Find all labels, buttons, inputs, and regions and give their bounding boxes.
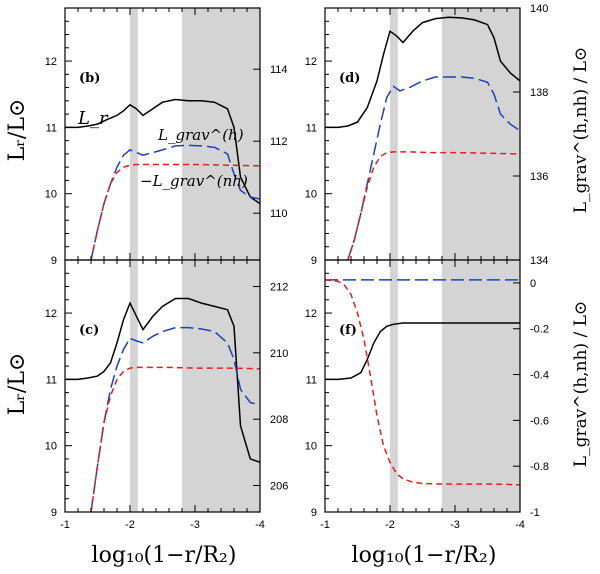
- right-y-tick-label: 136: [530, 171, 548, 183]
- y-axis-title-right-bottom: L_grav^(h,nh) / L⊙: [571, 301, 591, 467]
- annotation-hgrav: L_grav^(h): [157, 126, 244, 144]
- right-y-tick-label: 138: [530, 87, 548, 99]
- right-y-tick-label: 112: [270, 136, 288, 148]
- right-y-tick-label: -0.6: [530, 415, 549, 427]
- y-axis-title-left-bottom: Lᵣ/L⊙: [5, 353, 30, 416]
- shaded-band: [130, 8, 138, 260]
- y-tick-label: 9: [311, 507, 317, 519]
- panels-group: 9101112110112114(b)9101112134136138140(d…: [45, 3, 549, 531]
- series-line: [90, 326, 260, 512]
- x-tick-label: -2: [385, 519, 395, 531]
- x-tick-label: -2: [125, 519, 135, 531]
- shaded-band: [130, 260, 138, 512]
- shaded-band: [442, 260, 520, 512]
- panel-c: -1 -2 -3 -4 9 10 11 12 206 208 210 212 (c): [45, 259, 288, 531]
- series-line: [65, 98, 260, 205]
- right-y-tick-label: 210: [270, 348, 288, 360]
- y-tick-label: 10: [45, 189, 57, 201]
- panel-label: (b): [79, 71, 100, 86]
- y-tick-label: 9: [311, 255, 317, 267]
- x-tick-label: -4: [255, 519, 265, 531]
- x-tick-label: -4: [515, 519, 525, 531]
- y-tick-label: 11: [306, 122, 317, 134]
- y-tick-label: 11: [46, 374, 57, 386]
- series-line: [325, 322, 520, 381]
- panel-frame: [64, 259, 261, 513]
- series-line: [90, 366, 260, 512]
- y-tick-label: 11: [306, 374, 317, 386]
- x-tick-label: -3: [190, 519, 200, 531]
- panel-b: 9 10 11 12 110 112 114 (b): [45, 7, 288, 267]
- y-tick-label: 12: [305, 56, 317, 68]
- panel-f: -1 -2 -3 -4 9 10 11 12 0 -0.2 -0.4 -0.6 -0.8 -1 (f): [305, 259, 549, 531]
- x-tick-label: -3: [450, 519, 460, 531]
- panel-frame: [324, 259, 521, 513]
- right-y-tick-label: 208: [270, 414, 288, 426]
- right-y-tick-label: -0.8: [530, 461, 549, 473]
- y-tick-label: 10: [45, 441, 57, 453]
- y-tick-label: 10: [305, 189, 317, 201]
- y-axis-title-left-top: Lᵣ/L⊙: [5, 99, 30, 162]
- right-y-tick-label: 206: [270, 480, 288, 492]
- panel-label: (d): [339, 71, 360, 86]
- y-tick-label: 9: [51, 507, 57, 519]
- panel-label: (f): [339, 323, 357, 338]
- series-line: [65, 297, 260, 464]
- panel-d: 9 10 11 12 134 136 138 140 (d): [305, 3, 549, 267]
- x-tick-label: -1: [60, 519, 70, 531]
- right-y-tick-label: -0.2: [530, 324, 549, 336]
- right-y-tick-label: 0: [530, 278, 536, 290]
- series-line: [90, 163, 260, 260]
- right-y-tick-label: 134: [530, 255, 548, 267]
- annotation-lr: L_r: [77, 108, 109, 129]
- shaded-band: [442, 8, 520, 260]
- y-tick-label: 12: [45, 308, 57, 320]
- shaded-band: [390, 260, 398, 512]
- x-tick-label: -1: [320, 519, 330, 531]
- y-axis-title-right-top: L_grav^(h,nh) / L⊙: [571, 47, 591, 213]
- y-tick-label: 9: [51, 255, 57, 267]
- series-line: [347, 76, 520, 260]
- right-y-tick-label: 114: [270, 64, 288, 76]
- annotation-nhgrav: −L_grav^(nh): [140, 172, 248, 190]
- right-y-tick-label: 140: [530, 3, 548, 15]
- panel-label: (c): [79, 323, 99, 338]
- series-line: [325, 16, 520, 129]
- right-y-tick-label: 212: [270, 282, 288, 294]
- right-y-tick-label: -1: [530, 507, 540, 519]
- series-line: [347, 151, 520, 260]
- y-tick-label: 11: [46, 122, 57, 134]
- shaded-band: [182, 8, 260, 260]
- x-axis-title-right: log₁₀(1−r/R₂): [352, 543, 497, 568]
- shaded-band: [182, 260, 260, 512]
- y-tick-label: 12: [45, 56, 57, 68]
- shaded-band: [390, 8, 398, 260]
- series-line: [325, 279, 520, 486]
- y-tick-label: 12: [305, 308, 317, 320]
- y-tick-label: 10: [305, 441, 317, 453]
- right-y-tick-label: 110: [270, 208, 288, 220]
- x-axis-title-left: log₁₀(1−r/R₂): [92, 543, 237, 568]
- right-y-tick-label: -0.4: [530, 370, 549, 382]
